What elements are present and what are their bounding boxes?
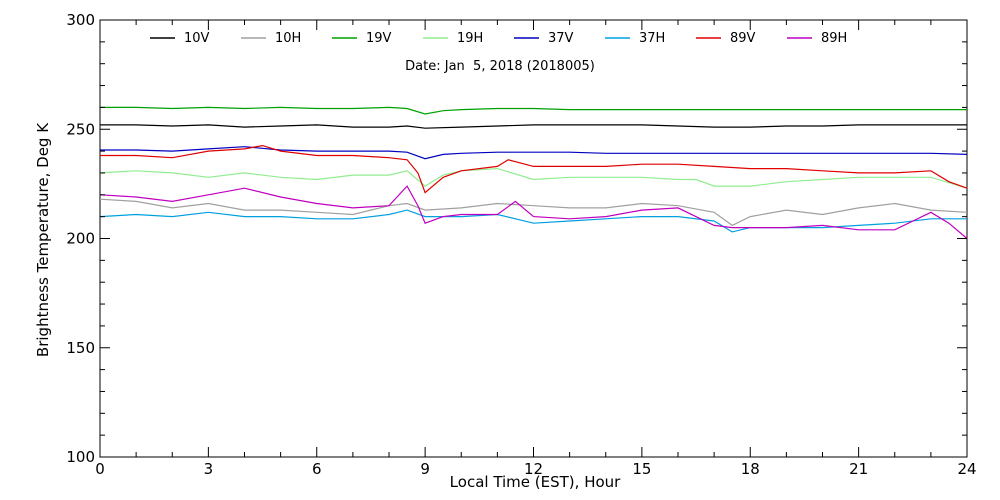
x-axis-label: Local Time (EST), Hour (450, 473, 621, 491)
series-line-37V (100, 146, 968, 160)
series-line-19H (99, 167, 968, 189)
plot-area-border (99, 19, 968, 458)
legend-label-10H: 10H (275, 31, 301, 46)
y-tick-label: 250 (66, 120, 95, 138)
series-line-10H (99, 198, 968, 227)
plot-frame (99, 19, 968, 458)
x-tick-label: 9 (420, 460, 430, 478)
legend-label-37H: 37H (639, 31, 665, 46)
x-tick-label: 0 (95, 460, 105, 478)
series-line-89H (99, 185, 968, 239)
x-tick-label: 15 (632, 460, 651, 478)
legend: 10V 10H 19V 19H 37V 37H 89V 89H (150, 31, 847, 46)
x-tick-label: 12 (524, 460, 543, 478)
y-tick-label: 100 (66, 448, 95, 466)
series-line-89V (100, 144, 968, 194)
legend-label-89V: 89V (730, 31, 756, 46)
series-line-37H (99, 209, 967, 233)
legend-label-19H: 19H (457, 31, 483, 46)
legend-label-10V: 10V (184, 31, 210, 46)
y-tick-label: 300 (66, 11, 95, 29)
legend-label-19V: 19V (366, 31, 392, 46)
x-tick-label: 3 (204, 460, 214, 478)
x-tick-label: 18 (741, 460, 760, 478)
y-tick-label: 200 (66, 230, 95, 248)
legend-label-89H: 89H (821, 31, 847, 46)
y-axis-label: Brightness Temperature, Deg K (34, 122, 52, 357)
y-tick-label: 150 (66, 339, 95, 357)
series-line-10V (100, 124, 967, 129)
series-lines (99, 106, 968, 239)
x-tick-label: 6 (312, 460, 322, 478)
x-tick-label: 21 (849, 460, 868, 478)
x-tick-label: 24 (957, 460, 976, 478)
legend-label-37V: 37V (548, 31, 574, 46)
chart-subtitle: Date: Jan 5, 2018 (2018005) (405, 59, 595, 74)
series-line-19V (100, 106, 967, 115)
axis-ticks: 0 3 6 9 12 15 18 21 24 100 150 200 250 300 (66, 11, 976, 478)
